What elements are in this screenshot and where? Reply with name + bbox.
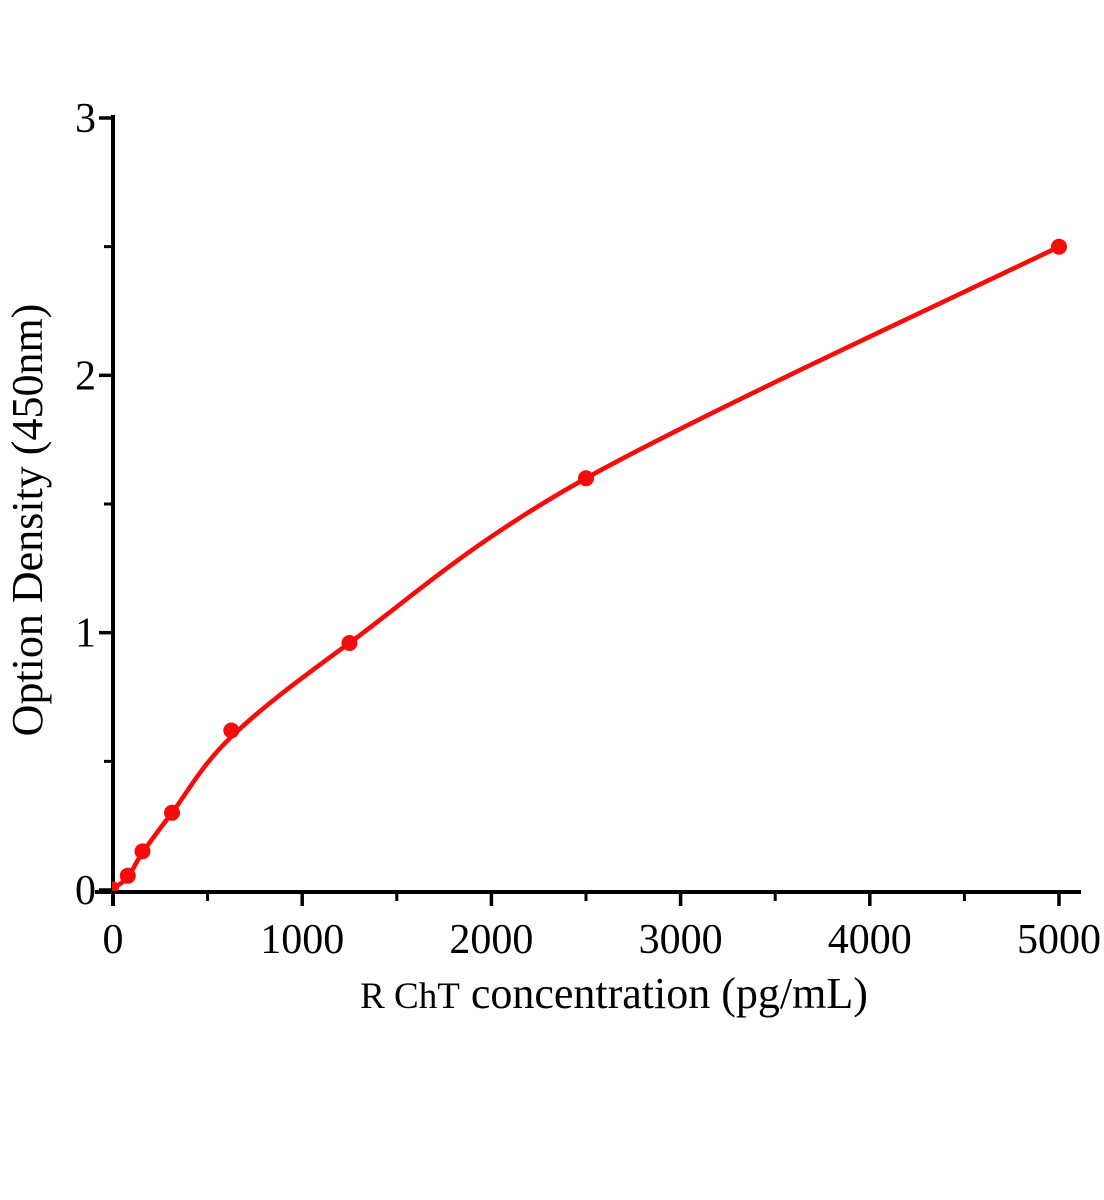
x-axis-label-rest: concentration (pg/mL) <box>471 969 868 1018</box>
y-axis-label: Option Density (450nm) <box>3 304 52 737</box>
plot-series <box>112 238 1067 891</box>
x-tick-label: 5000 <box>1017 917 1101 963</box>
data-point-marker <box>112 881 119 891</box>
x-axis-label: R ChT concentration (pg/mL) <box>360 969 868 1018</box>
data-point-marker <box>164 804 180 821</box>
data-point-marker <box>223 722 240 739</box>
data-point-marker <box>119 867 136 884</box>
y-tick-label: 2 <box>75 353 96 399</box>
x-tick-label: 1000 <box>260 917 344 963</box>
x-tick-label: 2000 <box>449 917 533 963</box>
data-point-marker <box>134 843 151 860</box>
data-point-marker <box>341 635 358 651</box>
y-tick-label: 3 <box>75 96 96 142</box>
y-axis: 0 1 2 3 <box>75 96 115 914</box>
x-axis: 0 1000 2000 3000 4000 5000 <box>95 890 1101 963</box>
fitted-curve-path <box>112 244 1062 891</box>
x-axis-label-abbreviation: R ChT <box>360 976 460 1017</box>
y-tick-label: 1 <box>75 611 96 657</box>
y-tick-label: 0 <box>75 868 96 914</box>
x-tick-label: 0 <box>103 917 124 963</box>
x-tick-label: 3000 <box>639 917 723 963</box>
data-point-marker <box>1051 238 1067 255</box>
x-tick-label: 4000 <box>828 917 912 963</box>
data-point-marker <box>578 470 594 487</box>
